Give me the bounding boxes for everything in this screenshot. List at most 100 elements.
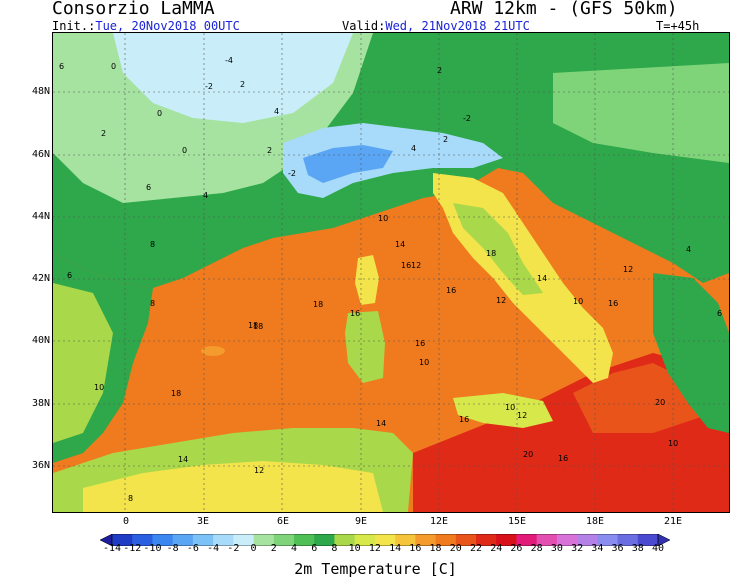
temperature-value-label: 2 <box>101 129 106 138</box>
temperature-value-label: 10 <box>419 358 429 367</box>
init-label: Init.: <box>52 19 96 33</box>
sicily-island <box>453 393 553 428</box>
temperature-value-label: 20 <box>655 398 665 407</box>
colorbar-tick-label: 40 <box>651 543 665 554</box>
colorbar-segment <box>617 534 639 546</box>
colorbar-segment <box>334 534 356 546</box>
temperature-value-label: 14 <box>376 419 386 428</box>
temperature-value-label: 4 <box>274 107 279 116</box>
colorbar-segment <box>233 534 255 546</box>
temperature-value-label: 16 <box>350 309 360 318</box>
temperature-value-label: 16 <box>401 261 411 270</box>
temperature-map: 6 0 -4 -2 2 0 2 4 0 2 -2 2 2 -2 4 6 4 10 12 14 16 18 16 12 10 8 18… <box>52 32 730 513</box>
temperature-value-label: 16 <box>608 299 618 308</box>
valid-value: Wed, 21Nov2018 21UTC <box>385 19 530 33</box>
lat-label-44n: 44N <box>31 211 50 222</box>
temperature-value-label: 2 <box>437 66 442 75</box>
alps-coldest-area <box>303 145 393 183</box>
colorbar-tick-label: -2 <box>227 543 240 554</box>
colorbar-tick-label: 12 <box>368 543 381 554</box>
temperature-value-label: 2 <box>240 80 245 89</box>
colorbar-segment <box>435 534 457 546</box>
colorbar-segment <box>637 534 659 546</box>
corsica-island <box>355 255 379 305</box>
temperature-value-label: 16 <box>459 415 469 424</box>
colorbar-segment <box>476 534 497 546</box>
temperature-value-label: 12 <box>517 411 527 420</box>
colorbar-tick-label: 24 <box>490 543 503 554</box>
temperature-value-label: 16 <box>446 286 456 295</box>
colorbar-tick-label: 36 <box>611 543 624 554</box>
colorbar-tick-label: 8 <box>331 543 338 554</box>
temperature-value-label: 12 <box>411 261 421 270</box>
temperature-value-label: 10 <box>94 383 104 392</box>
colorbar-segment <box>354 534 376 546</box>
colorbar-segment <box>132 534 153 546</box>
colorbar-tick-label: 4 <box>290 543 298 554</box>
colorbar-tick-label: -4 <box>207 543 220 554</box>
colorbar-title: 2m Temperature [C] <box>294 560 457 578</box>
colorbar-tick-label: 14 <box>389 543 402 554</box>
colorbar-tick-label: 30 <box>550 543 563 554</box>
colorbar-segment <box>516 534 538 546</box>
temperature-value-label: 0 <box>157 109 162 118</box>
temperature-value-label: 4 <box>203 191 208 200</box>
temperature-value-label: 18 <box>313 300 323 309</box>
colorbar-segment <box>314 534 335 546</box>
colorbar-segment <box>536 534 558 546</box>
colorbar-segment <box>597 534 619 546</box>
valid-label: Valid: <box>342 19 386 33</box>
colorbar-segment <box>273 534 295 546</box>
balearic-island <box>201 346 225 356</box>
lon-label-12e: 12E <box>429 516 449 527</box>
temperature-value-label: -2 <box>288 169 296 178</box>
colorbar-segment <box>294 534 315 546</box>
colorbar-tick-label: 26 <box>510 543 523 554</box>
temperature-value-label: 18 <box>248 321 258 330</box>
temperature-value-label: 14 <box>178 455 188 464</box>
temperature-value-label: 4 <box>686 245 691 254</box>
temperature-value-label: 10 <box>573 297 583 306</box>
colorbar-segment <box>496 534 517 546</box>
colorbar-segment <box>577 534 598 546</box>
lat-label-48n: 48N <box>31 86 50 97</box>
init-value: Tue, 20Nov2018 00UTC <box>95 19 240 33</box>
lon-label-9e: 9E <box>354 516 368 527</box>
temperature-value-label: 16 <box>558 454 568 463</box>
colorbar-tick-label: -6 <box>186 543 199 554</box>
greece-land <box>653 273 729 433</box>
temperature-value-label: 20 <box>523 450 533 459</box>
temperature-value-label: 0 <box>182 146 187 155</box>
temperature-value-label: 12 <box>254 466 264 475</box>
temperature-value-label: 10 <box>668 439 678 448</box>
org-title: Consorzio LaMMA <box>52 0 215 19</box>
colorbar-tick-label: 20 <box>449 543 462 554</box>
temperature-value-label: -2 <box>463 114 471 123</box>
temperature-value-label: -2 <box>205 82 213 91</box>
colorbar-tick-label: 6 <box>311 543 318 554</box>
temperature-value-label: 18 <box>253 322 263 331</box>
lat-label-46n: 46N <box>31 149 50 160</box>
temperature-value-label: 6 <box>67 271 72 280</box>
temperature-value-label: 4 <box>411 144 416 153</box>
colorbar-tick-label: 10 <box>348 543 361 554</box>
lat-label-40n: 40N <box>31 335 50 346</box>
colorbar-segment <box>556 534 578 546</box>
colorbar-svg <box>99 533 671 547</box>
colorbar-segment <box>112 534 133 546</box>
colorbar-tick-label: -10 <box>143 543 162 554</box>
colorbar-segment <box>455 534 477 546</box>
temperature-value-label: -4 <box>225 56 233 65</box>
init-info: Init.:Tue, 20Nov2018 00UTC <box>52 19 240 33</box>
colorbar-tick-label: -12 <box>123 543 142 554</box>
temperature-value-label: 6 <box>717 309 722 318</box>
colorbar-segment <box>374 534 396 546</box>
colorbar-tick-label: 0 <box>250 543 257 554</box>
temperature-value-label: 14 <box>537 274 547 283</box>
lon-label-15e: 15E <box>507 516 527 527</box>
temperature-value-label: 14 <box>395 240 405 249</box>
lon-label-21e: 21E <box>663 516 683 527</box>
temperature-value-label: 12 <box>623 265 633 274</box>
